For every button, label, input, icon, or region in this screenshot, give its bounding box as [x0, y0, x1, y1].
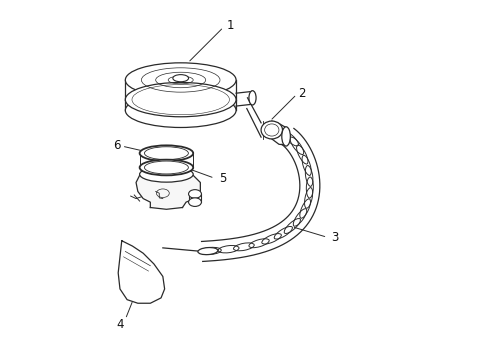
- Ellipse shape: [125, 82, 236, 117]
- Ellipse shape: [125, 93, 236, 127]
- Ellipse shape: [125, 63, 236, 97]
- Ellipse shape: [173, 75, 189, 82]
- Text: 2: 2: [298, 87, 306, 100]
- Ellipse shape: [140, 159, 193, 175]
- Text: 3: 3: [332, 231, 339, 244]
- Ellipse shape: [140, 145, 193, 161]
- Ellipse shape: [282, 127, 291, 146]
- Ellipse shape: [189, 198, 201, 206]
- Ellipse shape: [198, 248, 218, 255]
- Ellipse shape: [189, 190, 201, 198]
- Ellipse shape: [249, 91, 256, 105]
- Text: 5: 5: [219, 172, 226, 185]
- Text: 1: 1: [227, 19, 235, 32]
- Text: 6: 6: [113, 139, 121, 152]
- Polygon shape: [136, 175, 200, 207]
- Polygon shape: [118, 241, 165, 303]
- Text: 4: 4: [117, 318, 124, 331]
- Ellipse shape: [140, 166, 193, 182]
- Ellipse shape: [261, 121, 283, 139]
